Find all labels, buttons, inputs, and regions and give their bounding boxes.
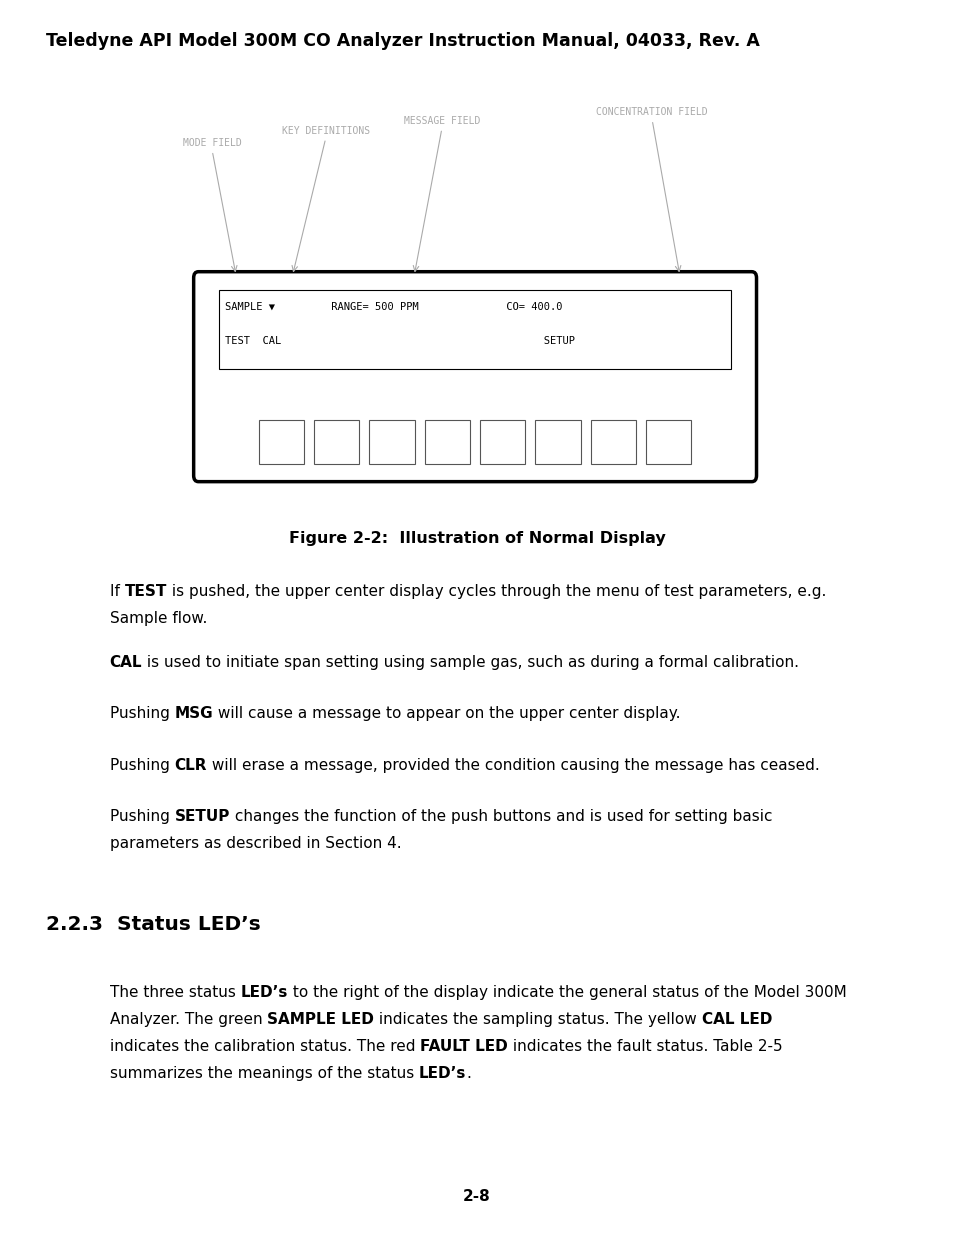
Text: CLR: CLR bbox=[174, 758, 207, 773]
Text: MESSAGE FIELD: MESSAGE FIELD bbox=[403, 116, 479, 126]
Text: .: . bbox=[466, 1066, 471, 1082]
Text: is used to initiate span setting using sample gas, such as during a formal calib: is used to initiate span setting using s… bbox=[142, 655, 799, 669]
Bar bbox=[219, 290, 730, 369]
Text: TEST  CAL                                          SETUP: TEST CAL SETUP bbox=[224, 336, 574, 346]
Text: If: If bbox=[110, 584, 124, 599]
Text: The three status: The three status bbox=[110, 986, 240, 1000]
Text: will erase a message, provided the condition causing the message has ceased.: will erase a message, provided the condi… bbox=[207, 758, 819, 773]
Text: Pushing: Pushing bbox=[110, 706, 174, 721]
Text: 2-8: 2-8 bbox=[462, 1189, 491, 1204]
Bar bbox=[479, 420, 525, 463]
Text: 2.2.3  Status LED’s: 2.2.3 Status LED’s bbox=[46, 915, 260, 934]
Bar bbox=[535, 420, 580, 463]
Text: Figure 2-2:  Illustration of Normal Display: Figure 2-2: Illustration of Normal Displ… bbox=[289, 531, 664, 546]
Text: parameters as described in Section 4.: parameters as described in Section 4. bbox=[110, 836, 401, 851]
Text: SAMPLE ▼         RANGE= 500 PPM              CO= 400.0: SAMPLE ▼ RANGE= 500 PPM CO= 400.0 bbox=[224, 301, 561, 311]
Text: Sample flow.: Sample flow. bbox=[110, 611, 207, 626]
Text: Teledyne API Model 300M CO Analyzer Instruction Manual, 04033, Rev. A: Teledyne API Model 300M CO Analyzer Inst… bbox=[46, 32, 759, 51]
Text: MODE FIELD: MODE FIELD bbox=[183, 138, 241, 148]
Text: FAULT LED: FAULT LED bbox=[419, 1040, 507, 1055]
Bar bbox=[590, 420, 636, 463]
Text: LED’s: LED’s bbox=[418, 1066, 466, 1082]
Bar bbox=[645, 420, 691, 463]
Text: CAL LED: CAL LED bbox=[701, 1013, 771, 1028]
Text: indicates the fault status. Table 2-5: indicates the fault status. Table 2-5 bbox=[507, 1040, 781, 1055]
Bar bbox=[258, 420, 304, 463]
Text: Pushing: Pushing bbox=[110, 758, 174, 773]
Text: indicates the sampling status. The yellow: indicates the sampling status. The yello… bbox=[374, 1013, 701, 1028]
Text: MSG: MSG bbox=[174, 706, 213, 721]
Bar bbox=[314, 420, 359, 463]
Text: LED’s: LED’s bbox=[240, 986, 288, 1000]
Text: TEST: TEST bbox=[124, 584, 167, 599]
Text: to the right of the display indicate the general status of the Model 300M: to the right of the display indicate the… bbox=[288, 986, 845, 1000]
Text: SAMPLE LED: SAMPLE LED bbox=[267, 1013, 374, 1028]
Text: summarizes the meanings of the status: summarizes the meanings of the status bbox=[110, 1066, 418, 1082]
Text: Analyzer. The green: Analyzer. The green bbox=[110, 1013, 267, 1028]
Text: SETUP: SETUP bbox=[174, 809, 230, 825]
Text: Pushing: Pushing bbox=[110, 809, 174, 825]
FancyBboxPatch shape bbox=[193, 272, 756, 482]
Text: KEY DEFINITIONS: KEY DEFINITIONS bbox=[281, 126, 370, 136]
Text: indicates the calibration status. The red: indicates the calibration status. The re… bbox=[110, 1040, 419, 1055]
Text: will cause a message to appear on the upper center display.: will cause a message to appear on the up… bbox=[213, 706, 679, 721]
Bar bbox=[424, 420, 470, 463]
Text: changes the function of the push buttons and is used for setting basic: changes the function of the push buttons… bbox=[230, 809, 772, 825]
Text: CAL: CAL bbox=[110, 655, 142, 669]
Text: CONCENTRATION FIELD: CONCENTRATION FIELD bbox=[596, 107, 707, 117]
Bar bbox=[369, 420, 415, 463]
Text: is pushed, the upper center display cycles through the menu of test parameters, : is pushed, the upper center display cycl… bbox=[167, 584, 825, 599]
